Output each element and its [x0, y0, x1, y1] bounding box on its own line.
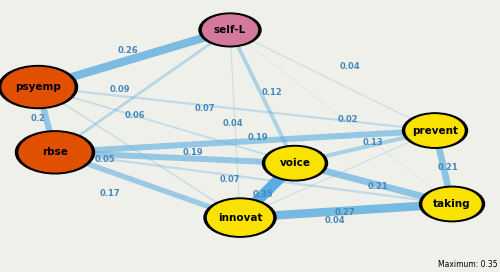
Text: 0.04: 0.04 [324, 216, 345, 225]
Circle shape [16, 131, 94, 174]
Circle shape [420, 186, 484, 222]
Text: 0.04: 0.04 [340, 62, 360, 71]
Circle shape [423, 188, 481, 220]
Text: 0.35: 0.35 [252, 190, 273, 199]
Text: 0.09: 0.09 [110, 85, 130, 94]
Text: 0.19: 0.19 [182, 148, 203, 157]
Text: psyemp: psyemp [15, 82, 61, 92]
Text: 0.12: 0.12 [262, 88, 283, 97]
Text: 0.21: 0.21 [437, 163, 458, 172]
Circle shape [208, 200, 272, 235]
Circle shape [204, 198, 276, 237]
Text: 0.17: 0.17 [100, 188, 120, 198]
Text: 0.19: 0.19 [247, 133, 268, 142]
Text: innovat: innovat [218, 213, 262, 222]
Text: 0.02: 0.02 [337, 115, 358, 124]
Circle shape [406, 115, 464, 146]
Text: 0.26: 0.26 [117, 46, 138, 55]
Text: self-L: self-L [214, 25, 246, 35]
Text: rbse: rbse [42, 147, 68, 157]
Circle shape [266, 147, 324, 179]
Circle shape [2, 67, 74, 107]
Text: taking: taking [433, 199, 471, 209]
Text: voice: voice [280, 158, 310, 168]
Text: 0.06: 0.06 [124, 111, 146, 120]
Text: 0.04: 0.04 [222, 119, 243, 128]
Text: prevent: prevent [412, 126, 458, 135]
Text: 0.27: 0.27 [334, 208, 355, 217]
Circle shape [19, 133, 91, 172]
Text: 0.05: 0.05 [94, 154, 116, 164]
Text: 0.07: 0.07 [220, 175, 240, 184]
Text: 0.13: 0.13 [362, 138, 383, 147]
Text: 0.21: 0.21 [367, 182, 388, 191]
Circle shape [0, 66, 78, 109]
Text: 0.2: 0.2 [30, 114, 46, 123]
Circle shape [262, 146, 328, 181]
Text: 0.07: 0.07 [195, 104, 215, 113]
Circle shape [202, 15, 258, 45]
Circle shape [199, 13, 261, 47]
Circle shape [402, 113, 468, 148]
Text: Maximum: 0.35: Maximum: 0.35 [438, 260, 498, 269]
